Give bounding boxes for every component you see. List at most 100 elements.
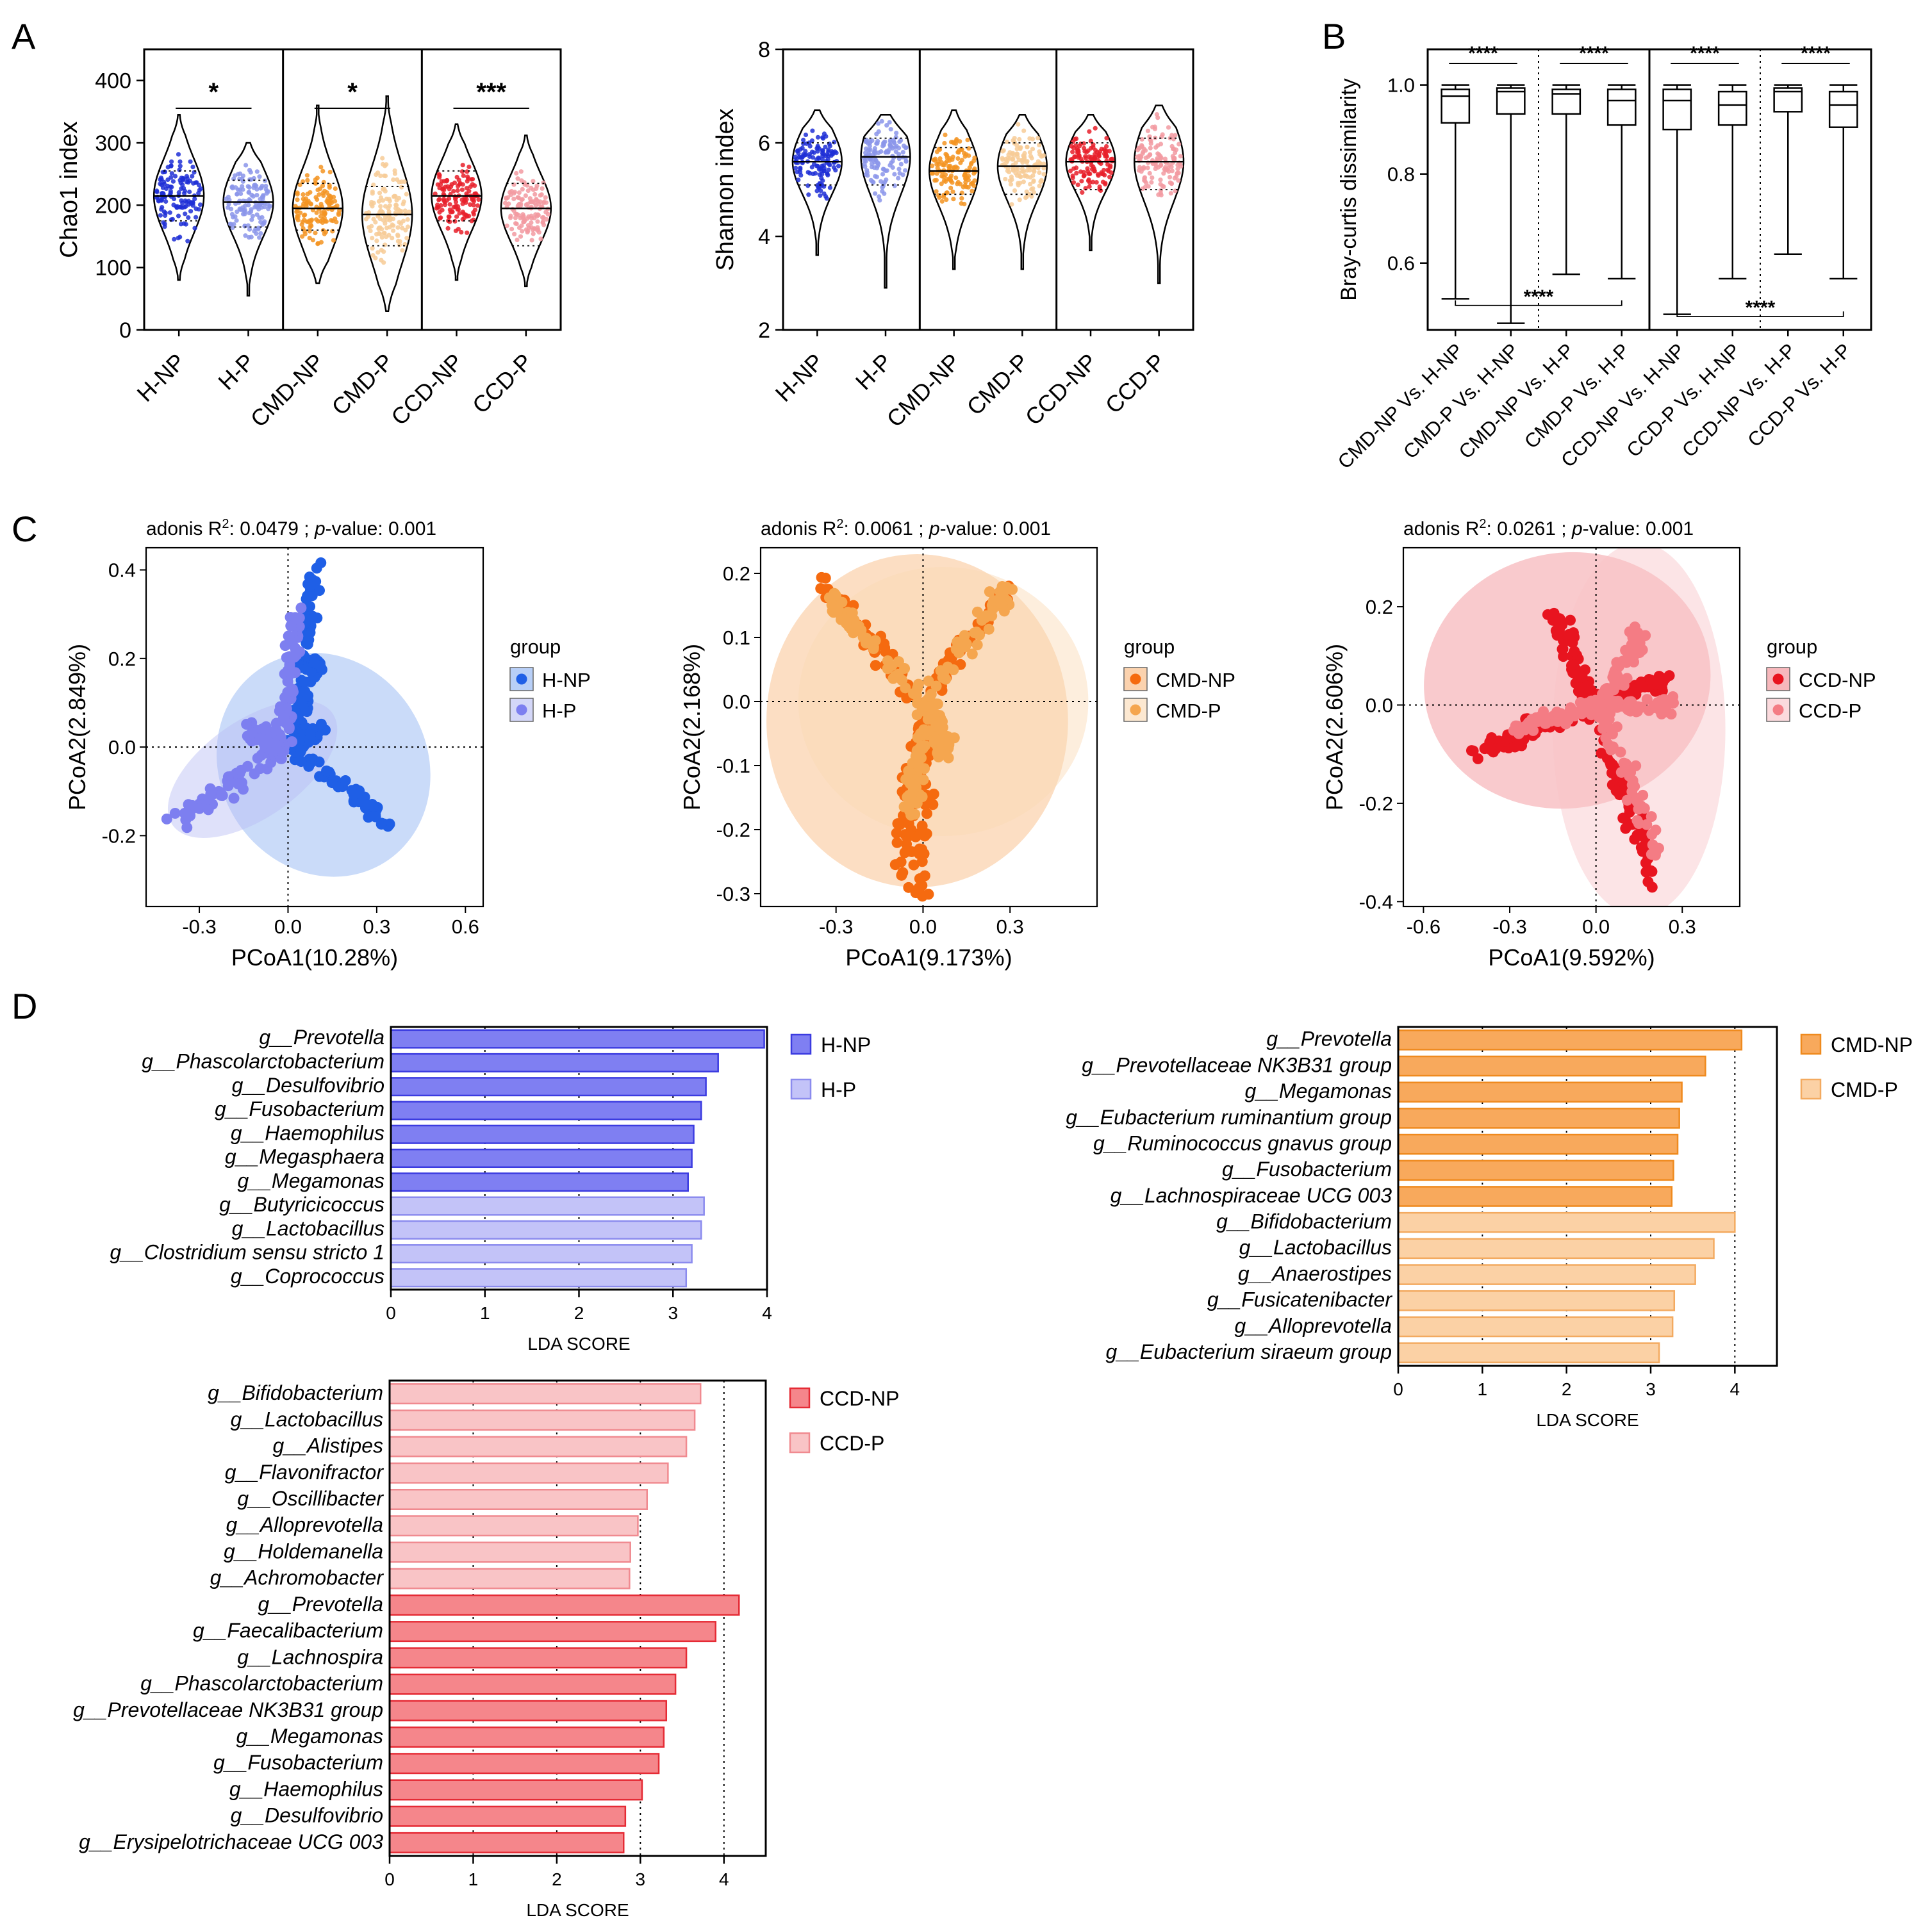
violin-point: [900, 172, 905, 177]
violin-point: [234, 218, 239, 223]
y-tick-label: 1.0: [1387, 74, 1415, 97]
violin-point: [903, 168, 908, 173]
x-tick-label: 0: [384, 1869, 395, 1889]
violin-point: [194, 206, 199, 211]
violin-point: [193, 180, 199, 185]
point: [943, 752, 954, 764]
x-tick-label: CCD-NP: [1020, 349, 1102, 431]
violin-point: [244, 163, 249, 168]
point: [1620, 823, 1631, 834]
violin-point: [820, 163, 825, 168]
violin-point: [966, 177, 971, 183]
bar-label: g__Erysipelotrichaceae UCG 003: [79, 1830, 383, 1853]
bar-label: g__Oscillibacter: [237, 1487, 384, 1510]
point: [1606, 701, 1618, 712]
violin-point: [300, 234, 305, 239]
violin-point: [534, 186, 539, 191]
pcoa-title: adonis R2: 0.0479 ; p-value: 0.001: [146, 517, 436, 539]
violin-point: [168, 188, 173, 193]
violin-point: [1025, 159, 1030, 164]
violin-point: [825, 156, 830, 162]
violin-point: [872, 146, 877, 151]
violin-point: [395, 233, 400, 238]
violin-point: [836, 163, 841, 168]
violin-point: [1148, 152, 1153, 157]
point: [321, 765, 333, 776]
violin-points-CMD-NP: [293, 165, 342, 247]
x-tick-label: 4: [762, 1303, 772, 1323]
bar-1: [388, 1409, 696, 1431]
point: [161, 813, 172, 825]
violin-point: [930, 171, 936, 176]
bar-4: [388, 1488, 648, 1511]
pcoa_cmd-chart: -0.3 0.0 0.3 -0.3 -0.2 -0.1 0.0 0.1 0.2 PCoA1(9.1…: [679, 517, 1235, 971]
violin-point: [194, 215, 199, 220]
legend-label: CCD-NP: [1799, 669, 1876, 691]
violin-point: [961, 185, 966, 190]
panel-label-d: D: [12, 986, 37, 1026]
violin-point: [540, 186, 545, 191]
violin-point: [313, 231, 318, 236]
x-tick-label: 0.0: [1582, 915, 1610, 938]
bar-label: g__Alloprevotella: [1235, 1314, 1392, 1337]
violin-point: [525, 229, 530, 234]
violin-point: [1169, 168, 1175, 174]
point: [918, 774, 929, 785]
violin-point: [439, 179, 444, 184]
violin-point: [814, 146, 820, 151]
violin-point: [378, 173, 383, 179]
violin-point: [1007, 170, 1012, 175]
title-title_p_value: -value: 0.001: [940, 518, 1051, 539]
point: [1646, 811, 1657, 823]
violin-point: [231, 176, 236, 181]
violin-point: [390, 217, 396, 222]
violin-point: [453, 199, 459, 204]
point: [1624, 705, 1636, 717]
violin-point: [1072, 154, 1077, 160]
violin-point: [1145, 165, 1150, 170]
x-tick-label: 3: [636, 1869, 646, 1889]
point: [1560, 716, 1571, 728]
x-axis-label: PCoA1(10.28%): [231, 944, 398, 971]
y-tick-label: -0.2: [716, 819, 750, 841]
point: [286, 620, 297, 632]
y-tick-label: 2: [758, 318, 770, 343]
violin-point: [391, 223, 396, 228]
bar-6: [1397, 1186, 1673, 1207]
violin-point: [263, 183, 268, 188]
y-tick-label: -0.1: [716, 755, 750, 777]
violin-point: [456, 207, 461, 212]
violin-point: [807, 144, 813, 149]
violin-point: [512, 231, 517, 236]
violin-point: [1004, 160, 1009, 165]
point: [1624, 626, 1635, 637]
point: [215, 789, 227, 800]
violin-point: [470, 197, 475, 202]
violin-point: [442, 202, 448, 208]
violin-point: [894, 131, 899, 136]
violin-point: [466, 176, 471, 181]
violin-point: [966, 185, 971, 190]
violin-point: [302, 217, 307, 222]
y-tick-label: 100: [95, 256, 131, 281]
x-tick-label: CCD-P: [1100, 349, 1171, 419]
violin-point: [459, 229, 464, 235]
y-tick-label: 0.0: [108, 736, 136, 759]
violin-point: [226, 194, 231, 200]
bar-label: g__Phascolarctobacterium: [140, 1672, 383, 1695]
violin-point: [519, 223, 524, 228]
legend-marker-CMD-NP: [1130, 673, 1141, 685]
violin-point: [798, 147, 803, 152]
violin-points-CMD-P: [1000, 122, 1046, 207]
violin-point: [465, 169, 470, 174]
x-tick-label: 1: [480, 1303, 490, 1323]
point: [954, 647, 965, 659]
point: [1599, 684, 1611, 695]
violin-point: [394, 197, 399, 203]
violin-point: [820, 153, 825, 159]
violin-point: [1102, 167, 1107, 173]
violin-point: [370, 253, 376, 258]
violin-point: [163, 213, 168, 218]
point: [908, 859, 920, 871]
legend-swatch-CCD-P: [789, 1432, 811, 1454]
